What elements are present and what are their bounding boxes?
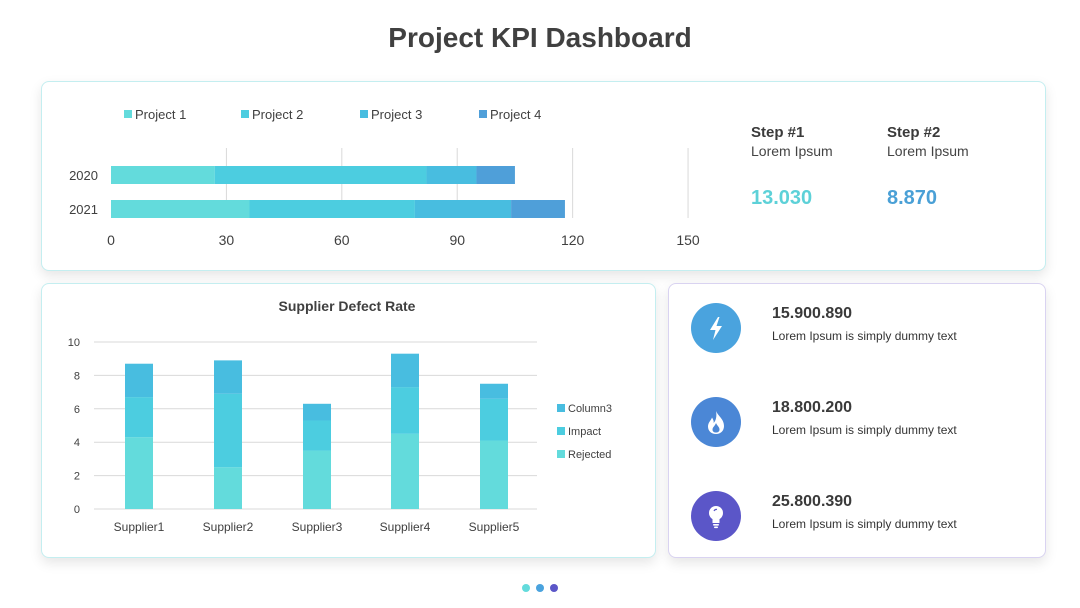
legend-swatch (557, 427, 565, 435)
y-tick-label: 2 (74, 471, 80, 483)
step-1-subtitle: Lorem Ipsum (751, 143, 833, 159)
bar-segment (480, 398, 508, 441)
x-category-label: Supplier5 (469, 520, 520, 534)
legend-swatch (479, 110, 487, 118)
kpi-3-value: 25.800.390 (772, 493, 853, 510)
bar-segment (249, 200, 415, 218)
bar-segment (111, 166, 215, 184)
pagination-dot[interactable] (536, 584, 544, 592)
kpi-3-badge (691, 491, 741, 541)
step-2: Step #2 Lorem Ipsum 8.870 (887, 124, 969, 210)
kpi-item-2: 18.800.200 Lorem Ipsum is simply dummy t… (691, 397, 1031, 449)
bar-segment (480, 440, 508, 509)
x-category-label: Supplier2 (203, 520, 254, 534)
legend-swatch (124, 110, 132, 118)
kpi-1-description: Lorem Ipsum is simply dummy text (772, 329, 957, 343)
fire-icon (708, 411, 724, 434)
bar-segment (214, 467, 242, 509)
legend-swatch (241, 110, 249, 118)
legend-label: Project 4 (490, 107, 541, 122)
legend-label: Column3 (568, 403, 612, 415)
y-tick-label: 8 (74, 370, 80, 382)
supplier-defect-chart: Supplier Defect Rate 0 2 4 6 8 10 Supplier1 Supp… (68, 298, 612, 534)
step-2-title: Step #2 (887, 124, 941, 141)
bar-segment (303, 403, 331, 421)
lightbulb-icon (709, 506, 723, 529)
y-tick-label: 0 (74, 504, 80, 516)
bar-segment (511, 200, 565, 218)
y-tick-label: 6 (74, 404, 80, 416)
x-tick-label: 30 (219, 232, 235, 248)
bar-segment (391, 433, 419, 509)
kpi-2-badge (691, 397, 741, 447)
project-bar-chart: 0 30 60 90 120 150 Project 1 Project 2 Project 3… (69, 107, 700, 248)
step-1-title: Step #1 (751, 124, 805, 141)
legend-label: Project 2 (252, 107, 303, 122)
x-tick-label: 150 (676, 232, 700, 248)
legend-label: Project 1 (135, 107, 186, 122)
bar-segment (480, 383, 508, 399)
bar-segment (125, 397, 153, 438)
legend-label: Rejected (568, 449, 611, 461)
kpi-2-description: Lorem Ipsum is simply dummy text (772, 423, 957, 437)
bar-segment (125, 437, 153, 509)
legend-label: Impact (568, 426, 601, 438)
bar-segment (426, 166, 477, 184)
chart-title: Supplier Defect Rate (279, 298, 416, 314)
y-category-label: 2021 (69, 202, 98, 217)
bar-segment (476, 166, 515, 184)
kpi-item-3: 25.800.390 Lorem Ipsum is simply dummy t… (691, 491, 1031, 543)
x-category-label: Supplier3 (292, 520, 343, 534)
pagination-dot[interactable] (550, 584, 558, 592)
legend-swatch (557, 404, 565, 412)
kpi-2-value: 18.800.200 (772, 399, 853, 416)
bar-segment (111, 200, 250, 218)
step-1: Step #1 Lorem Ipsum 13.030 (751, 124, 833, 210)
legend-label: Project 3 (371, 107, 422, 122)
bar-segment (414, 200, 512, 218)
bar-segment (214, 393, 242, 468)
bar-segment (391, 387, 419, 434)
step-1-value: 13.030 (751, 187, 813, 209)
y-tick-label: 4 (74, 437, 80, 449)
kpi-1-badge (691, 303, 741, 353)
step-2-subtitle: Lorem Ipsum (887, 143, 969, 159)
lightning-icon (710, 317, 722, 340)
legend-swatch (557, 450, 565, 458)
x-category-label: Supplier4 (380, 520, 431, 534)
kpi-item-1: 15.900.890 Lorem Ipsum is simply dummy t… (691, 303, 1031, 355)
kpi-1-value: 15.900.890 (772, 305, 853, 322)
y-tick-label: 10 (68, 337, 80, 349)
x-tick-label: 90 (449, 232, 465, 248)
bar-segment (125, 363, 153, 398)
legend-swatch (360, 110, 368, 118)
pagination-dot[interactable] (522, 584, 530, 592)
x-tick-label: 120 (561, 232, 585, 248)
project-chart-card: 0 30 60 90 120 150 Project 1 Project 2 Project 3… (41, 81, 1046, 271)
step-2-value: 8.870 (887, 187, 938, 209)
x-tick-label: 0 (107, 232, 115, 248)
kpi-card: 15.900.890 Lorem Ipsum is simply dummy t… (668, 283, 1046, 558)
bar-segment (214, 166, 427, 184)
defect-chart-card: Supplier Defect Rate 0 2 4 6 8 10 Supplier1 Supp… (41, 283, 656, 558)
bar-segment (391, 353, 419, 388)
page-title: Project KPI Dashboard (388, 22, 692, 53)
x-tick-label: 60 (334, 232, 350, 248)
bar-segment (303, 450, 331, 509)
bar-segment (303, 420, 331, 451)
bar-segment (214, 360, 242, 394)
kpi-3-description: Lorem Ipsum is simply dummy text (772, 517, 957, 531)
x-category-label: Supplier1 (114, 520, 165, 534)
y-category-label: 2020 (69, 168, 98, 183)
